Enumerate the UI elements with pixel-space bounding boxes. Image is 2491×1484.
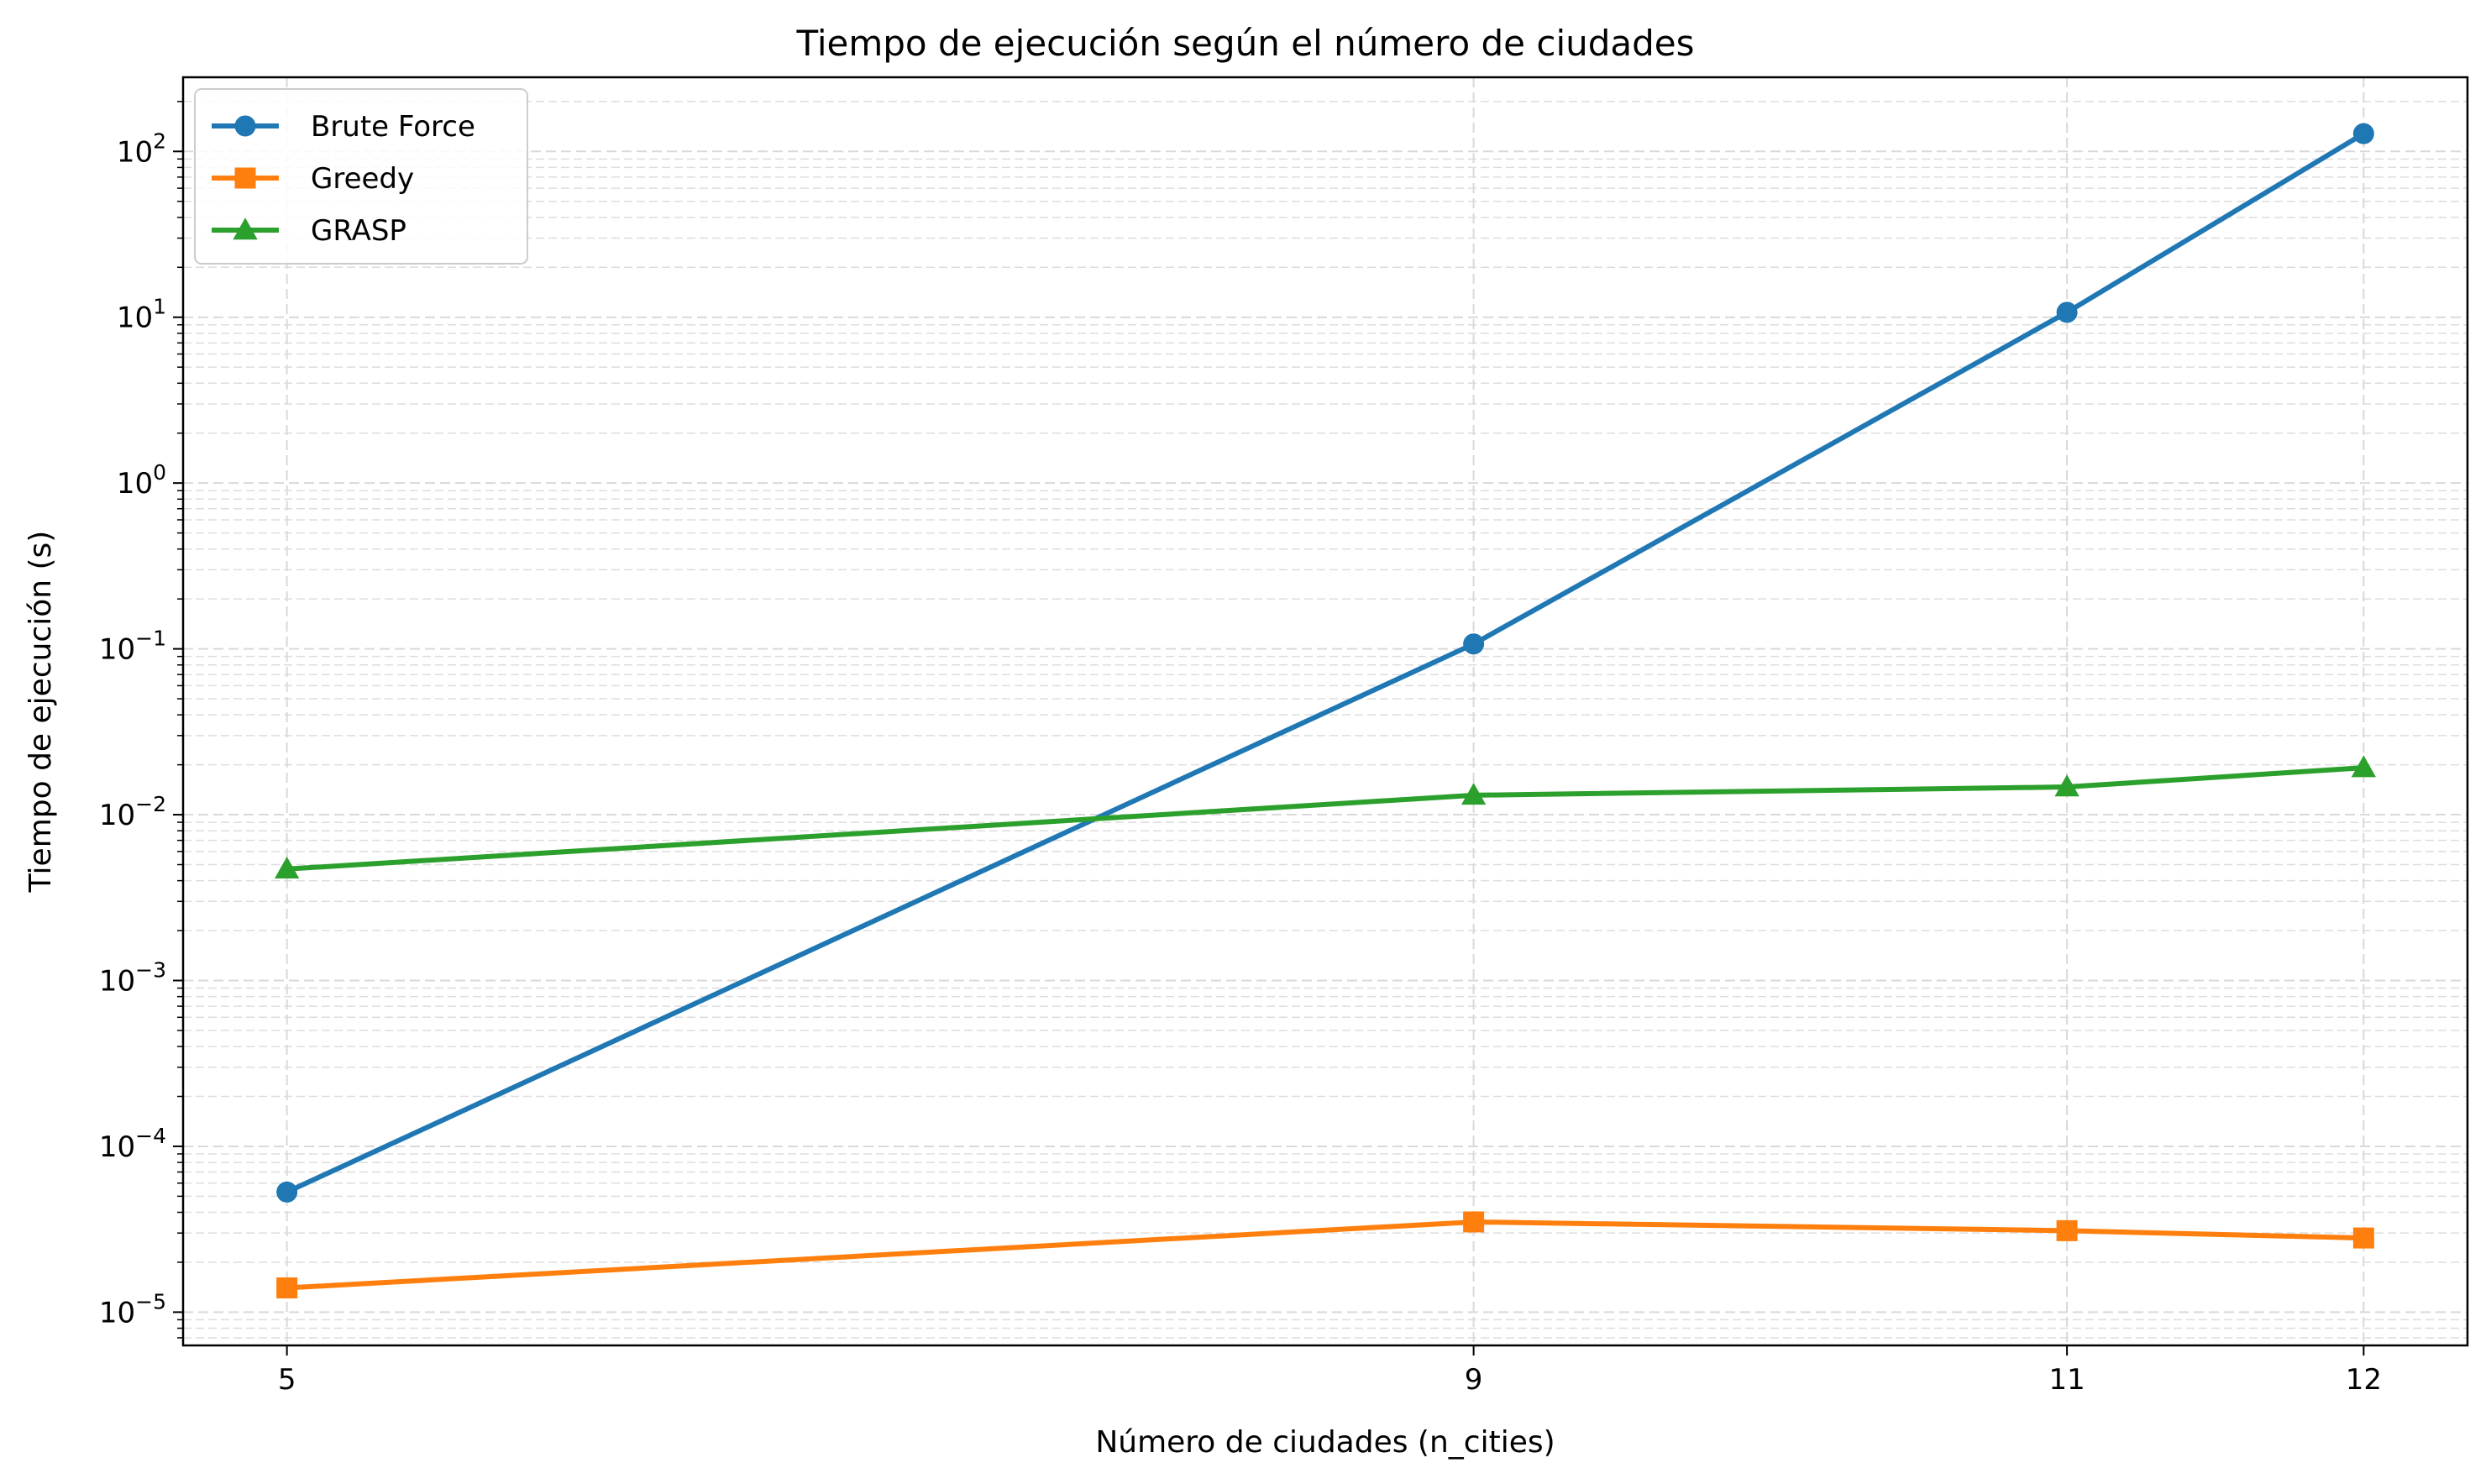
legend-entry-grasp: GRASP [212,214,406,248]
y-tick-label: 100 [117,460,166,501]
legend-box [194,88,528,265]
chart-title: Tiempo de ejecución según el número de c… [795,23,1694,64]
data-point-grasp [274,856,300,879]
y-axis-label: Tiempo de ejecución (s) [24,531,58,894]
data-point-brute-force [276,1181,298,1203]
series-greedy [276,1211,2374,1299]
x-tick-label: 11 [2048,1363,2085,1397]
y-tick-label: 101 [117,295,166,335]
legend-marker [234,167,256,189]
data-point-brute-force [1463,633,1485,655]
axes: 10−5 10−4 10−3 10−2 10−1 100 101 102 5 9 11 12 [99,101,2382,1397]
x-tick-label: 12 [2346,1363,2382,1397]
series-line-brute-force [284,131,2367,1195]
plot-frame [181,76,2469,1347]
y-tick-label: 10−3 [99,957,166,998]
data-point-greedy [276,1277,298,1299]
legend-label: Brute Force [311,110,475,144]
x-tick-label: 9 [1465,1363,1483,1397]
legend-label: GRASP [311,214,406,248]
data-point-greedy [1463,1211,1485,1233]
data-point-brute-force [2352,123,2374,144]
legend-label: Greedy [311,162,414,196]
data-point-grasp [2054,774,2079,797]
y-tick-label: 10−5 [99,1289,166,1329]
x-axis-label: Número de ciudades (n_cities) [1095,1425,1555,1460]
series-brute-force [276,123,2374,1203]
series-line-greedy [284,1219,2367,1291]
y-tick-label: 10−2 [99,792,166,832]
data-point-grasp [1461,783,1487,805]
data-point-grasp [2351,755,2377,778]
legend: Brute Force Greedy GRASP [194,88,528,265]
data-point-brute-force [2056,302,2078,323]
legend-marker [233,218,258,240]
legend-marker [234,115,256,137]
x-tick-label: 5 [278,1363,296,1397]
y-tick-label: 10−4 [99,1124,166,1164]
data-point-greedy [2056,1219,2078,1241]
grid [183,77,2467,1345]
y-tick-label: 10−1 [99,627,166,667]
data-point-greedy [2352,1227,2374,1249]
legend-entry-greedy: Greedy [212,162,414,196]
legend-entry-brute-force: Brute Force [212,110,475,144]
series-line-grasp [284,765,2367,872]
series-layer [274,123,2377,1299]
series-grasp [274,755,2377,879]
y-tick-label: 102 [117,128,166,169]
